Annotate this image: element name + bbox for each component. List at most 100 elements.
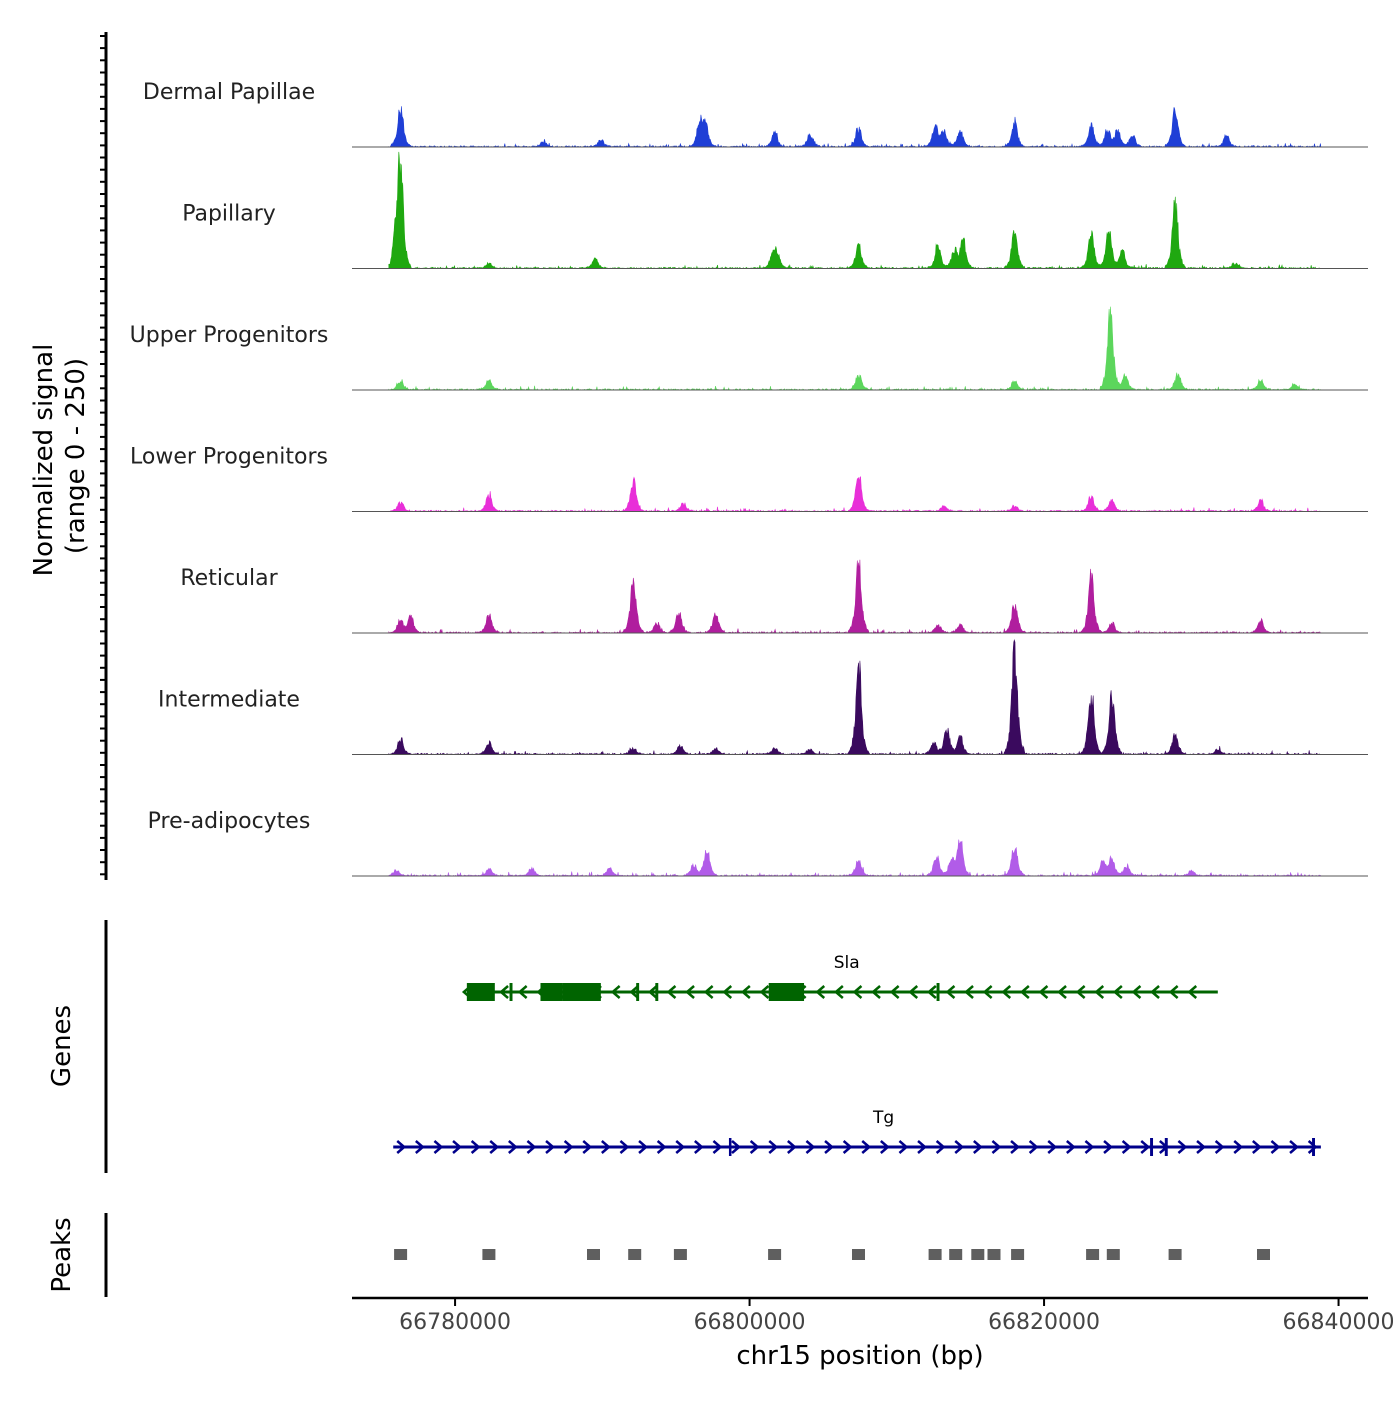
gene-strand-chevron (852, 985, 863, 999)
gene-strand-chevron (1150, 985, 1160, 999)
gene-strand-chevron (666, 985, 677, 999)
gene-strand-chevron (526, 1140, 537, 1154)
gene-name-label: Tg (872, 1108, 894, 1128)
gene-strand-chevron (1084, 1140, 1095, 1154)
track-label: Papillary (182, 202, 276, 227)
gene-strand-chevron (833, 985, 844, 999)
gene-strand-chevron (1121, 1140, 1132, 1154)
gene-strand-chevron (499, 985, 509, 999)
track-signal-area (388, 151, 1322, 270)
track-signal-area (388, 559, 1321, 634)
gene-strand-chevron (601, 1140, 611, 1154)
gene-exon (562, 983, 601, 1001)
peak-region (628, 1249, 642, 1260)
gene-strand-chevron (973, 1140, 983, 1154)
gene-strand-chevron (787, 1140, 797, 1154)
gene-name-label: Sla (834, 953, 860, 973)
gene-strand-chevron (508, 1140, 518, 1154)
gene-strand-chevron (1075, 985, 1086, 999)
gene-exon-tick (636, 983, 640, 1001)
track-label: Intermediate (158, 688, 300, 713)
gene-exon-tick (1164, 1138, 1168, 1156)
signal-axis-title: Normalized signal (range 0 - 250) (29, 344, 91, 577)
gene-strand-chevron (1010, 1140, 1020, 1154)
x-tick-label: 66820000 (988, 1310, 1100, 1335)
peak-region (394, 1249, 408, 1260)
track-intermediate: Intermediate (158, 638, 1368, 756)
track-label: Lower Progenitors (130, 445, 328, 470)
gene-strand-chevron (945, 985, 956, 999)
gene-strand-chevron (740, 985, 751, 999)
gene-strand-chevron (517, 985, 528, 999)
gene-strand-chevron (396, 1140, 407, 1154)
gene-strand-chevron (1214, 1140, 1225, 1154)
signal-y-axis-ticks (100, 35, 106, 876)
gene-strand-chevron (982, 985, 993, 999)
gene-strand-chevron (647, 985, 658, 999)
gene-strand-chevron (1057, 985, 1067, 999)
gene-strand-chevron (1103, 1140, 1113, 1154)
gene-strand-chevron (415, 1140, 425, 1154)
track-label: Upper Progenitors (130, 323, 329, 348)
peak-region (587, 1249, 600, 1260)
gene-strand-chevron (926, 985, 937, 999)
x-tick-label: 66840000 (1283, 1310, 1395, 1335)
x-tick-label: 66800000 (694, 1310, 806, 1335)
track-lower-progenitors: Lower Progenitors (130, 445, 1368, 513)
peak-region (928, 1249, 942, 1260)
gene-strand-chevron (731, 1140, 741, 1154)
track-signal-area (388, 839, 1322, 877)
x-axis-title: chr15 position (bp) (736, 1341, 983, 1371)
gene-strand-chevron (1196, 1140, 1206, 1154)
track-dermal-papillae: Dermal Papillae (143, 80, 1368, 148)
x-tick-label: 66780000 (399, 1310, 511, 1335)
gene-strand-chevron (694, 1140, 704, 1154)
gene-strand-chevron (629, 985, 640, 999)
track-signal-area (388, 638, 1322, 756)
gene-exon (768, 983, 805, 1001)
gene-exon-tick (936, 983, 940, 1001)
gene-strand-chevron (712, 1140, 723, 1154)
track-label: Reticular (180, 566, 278, 591)
gene-strand-chevron (824, 1140, 834, 1154)
track-label: Dermal Papillae (143, 80, 315, 105)
peak-region (482, 1249, 496, 1260)
peak-region (1106, 1249, 1120, 1260)
genes-label: Genes (47, 1005, 77, 1087)
gene-strand-chevron (1307, 1140, 1318, 1154)
peak-region (673, 1249, 687, 1260)
gene-strand-chevron (1047, 1140, 1058, 1154)
gene-strand-chevron (638, 1140, 648, 1154)
track-signal-area (388, 476, 1322, 513)
gene-strand-chevron (722, 985, 733, 999)
gene-strand-chevron (1233, 1140, 1244, 1154)
gene-annotations: Sla Tg (393, 953, 1321, 1156)
gene-strand-chevron (1131, 985, 1142, 999)
gene-strand-chevron (880, 1140, 890, 1154)
gene-strand-chevron (563, 1140, 574, 1154)
gene-strand-chevron (1028, 1140, 1039, 1154)
gene-strand-chevron (898, 1140, 909, 1154)
gene-strand-chevron (675, 1140, 686, 1154)
gene-sla: Sla (461, 953, 1218, 1001)
gene-exon-tick (1312, 1138, 1315, 1156)
gene-strand-chevron (619, 1140, 630, 1154)
gene-exon (466, 983, 495, 1001)
gene-strand-chevron (1019, 985, 1030, 999)
peak-region (1168, 1249, 1182, 1260)
gene-strand-chevron (470, 1140, 481, 1154)
gene-exon-tick (728, 1138, 732, 1156)
gene-strand-chevron (703, 985, 714, 999)
gene-strand-chevron (805, 1140, 816, 1154)
signal-ylabel-range: (range 0 - 250) (61, 358, 91, 554)
track-upper-progenitors: Upper Progenitors (130, 306, 1368, 391)
gene-strand-chevron (908, 985, 919, 999)
gene-strand-chevron (749, 1140, 760, 1154)
gene-strand-chevron (964, 985, 974, 999)
peak-region (852, 1249, 865, 1260)
gene-strand-chevron (1177, 1140, 1188, 1154)
track-pre-adipocytes: Pre-adipocytes (148, 809, 1368, 877)
gene-strand-chevron (433, 1140, 444, 1154)
